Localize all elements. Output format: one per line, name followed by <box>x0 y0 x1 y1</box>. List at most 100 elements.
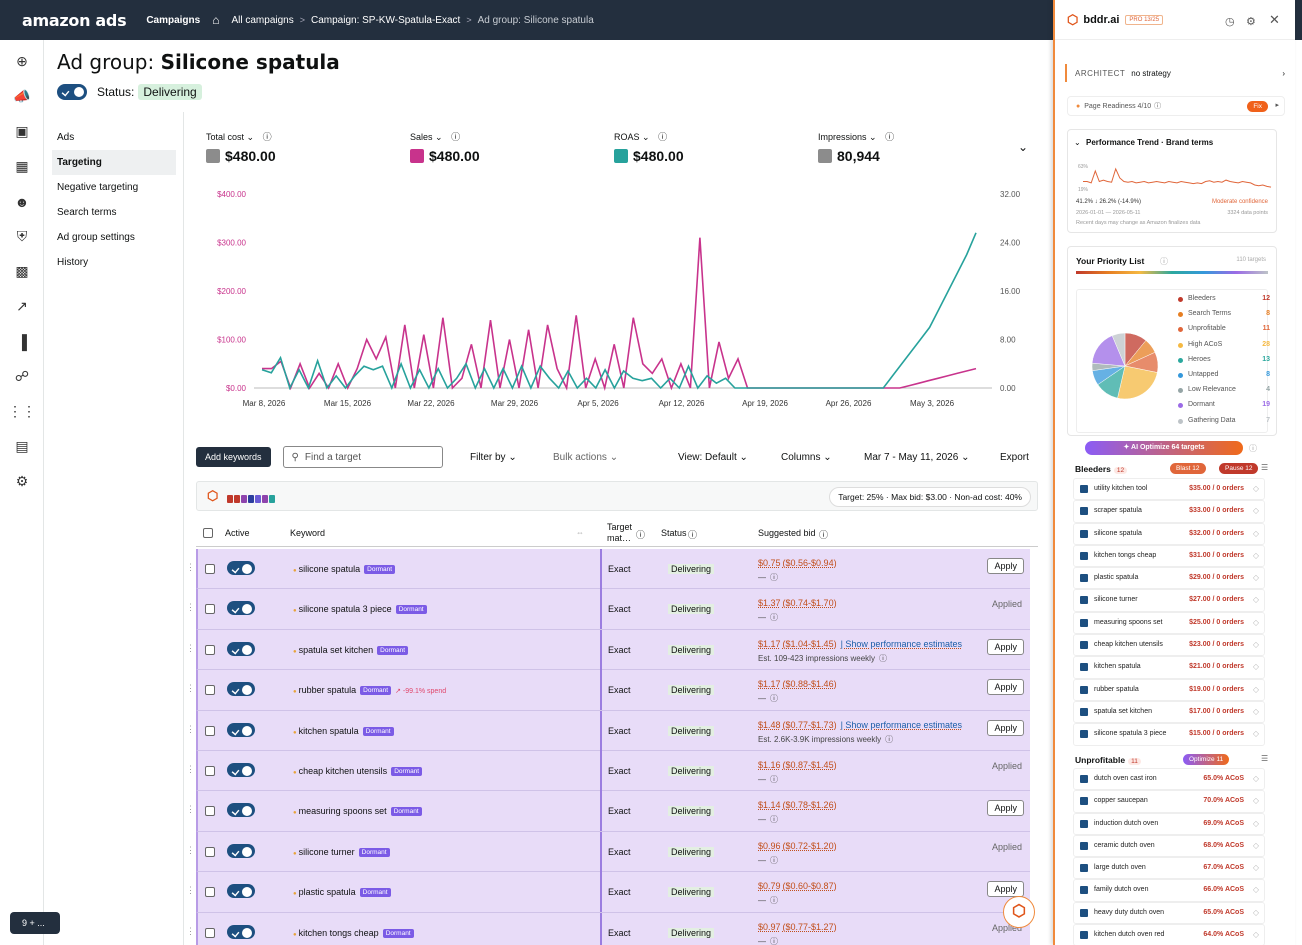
row-checkbox[interactable] <box>205 685 215 696</box>
bottom-chip[interactable]: 9 + ... <box>10 912 60 934</box>
diamond-icon[interactable]: ◇ <box>1252 595 1259 605</box>
item-checkbox[interactable] <box>1080 886 1088 895</box>
legend-item[interactable]: Search Terms 8 <box>1178 310 1270 325</box>
item-checkbox[interactable] <box>1080 841 1088 850</box>
apply-button[interactable]: Apply <box>987 638 1024 655</box>
drag-handle-icon[interactable]: ⋮ <box>186 804 195 815</box>
diamond-icon[interactable]: ◇ <box>1252 617 1259 627</box>
priority-list-item[interactable]: induction dutch oven 69.0% ACoS ◇ <box>1073 812 1265 835</box>
col-keyword[interactable]: Keyword <box>290 528 326 538</box>
diamond-icon[interactable]: ◇ <box>1252 729 1259 739</box>
keyword-cell[interactable]: ● spatula set kitchen Dormant <box>293 645 409 655</box>
legend-item[interactable]: Bleeders 12 <box>1178 295 1270 310</box>
keyword-cell[interactable]: ● measuring spoons set Dormant <box>293 806 422 817</box>
row-active-toggle[interactable] <box>227 884 255 899</box>
priority-list-item[interactable]: kitchen dutch oven red 64.0% ACoS ◇ <box>1073 924 1265 945</box>
show-performance-estimates-link[interactable]: | Show performance estimates <box>840 719 962 730</box>
priority-list-item[interactable]: measuring spoons set $25.00 / 0 orders ◇ <box>1073 611 1265 635</box>
priority-list-item[interactable]: ceramic dutch oven 68.0% ACoS ◇ <box>1073 834 1265 858</box>
drag-handle-icon[interactable]: ⋮ <box>186 602 195 613</box>
diamond-icon[interactable]: ◇ <box>1252 484 1259 493</box>
keyword-cell[interactable]: ● kitchen tongs cheap Dormant <box>293 928 414 938</box>
diamond-icon[interactable]: ◇ <box>1252 774 1259 783</box>
gear-icon[interactable]: ⚙ <box>15 473 29 489</box>
date-range-picker[interactable]: Mar 7 - May 11, 2026 ⌄ <box>864 451 970 463</box>
keyword-cell[interactable]: ● kitchen spatula Dormant <box>293 726 394 736</box>
list-menu-icon[interactable]: ☰ <box>1261 754 1269 763</box>
show-performance-estimates-link[interactable]: | Show performance estimates <box>840 638 962 649</box>
priority-list-item[interactable]: kitchen tongs cheap $31.00 / 0 orders ◇ <box>1073 544 1265 568</box>
priority-list-item[interactable]: family dutch oven 66.0% ACoS ◇ <box>1073 879 1265 902</box>
diamond-icon[interactable]: ◇ <box>1252 528 1259 538</box>
row-checkbox[interactable] <box>205 765 215 776</box>
diamond-icon[interactable]: ◇ <box>1252 818 1259 828</box>
series-swatch[interactable] <box>410 149 424 163</box>
table-row[interactable]: ⋮ ● kitchen spatula Dormant Exact Delivering $… <box>186 710 1030 751</box>
keyword-cell[interactable]: ● plastic spatula Dormant <box>293 887 391 898</box>
row-checkbox[interactable] <box>205 806 215 817</box>
legend-item[interactable]: Gathering Data 7 <box>1178 417 1270 432</box>
drag-handle-icon[interactable]: ⋮ <box>186 562 195 572</box>
row-active-toggle[interactable] <box>227 924 255 939</box>
gear-icon[interactable]: ⚙ <box>1246 16 1256 28</box>
diamond-icon[interactable]: ◇ <box>1252 796 1259 806</box>
drag-handle-icon[interactable]: ⋮ <box>186 683 195 694</box>
filter-by-dropdown[interactable]: Filter by ⌄ <box>470 451 517 463</box>
col-suggested-bid[interactable]: Suggested bid <box>758 528 816 538</box>
row-checkbox[interactable] <box>205 887 215 898</box>
row-checkbox[interactable] <box>205 604 215 615</box>
table-row[interactable]: ⋮ ● rubber spatula Dormant ↗ -99.1% spend Exa… <box>186 670 1030 711</box>
suggested-bid-cell[interactable]: $0.75 ($0.56-$0.94) <box>758 558 837 568</box>
row-checkbox[interactable] <box>205 846 215 857</box>
table-row[interactable]: ⋮ ● silicone turner Dormant Exact Delivering $… <box>186 831 1030 873</box>
subnav-targeting[interactable]: Targeting <box>52 150 176 175</box>
row-active-toggle[interactable] <box>227 641 255 656</box>
suggested-bid-cell[interactable]: $1.17 ($1.04-$1.45) | Show performance est… <box>758 639 962 649</box>
apply-button[interactable]: Apply <box>987 679 1024 696</box>
diamond-icon[interactable]: ◇ <box>1252 706 1259 716</box>
drag-handle-icon[interactable]: ⋮ <box>186 723 195 734</box>
item-checkbox[interactable] <box>1080 775 1088 783</box>
campaigns-nav[interactable]: Campaigns <box>146 14 201 26</box>
suggested-bid-cell[interactable]: $1.16 ($0.87-$1.45) <box>758 760 837 770</box>
col-active[interactable]: Active <box>225 528 250 538</box>
row-active-toggle[interactable] <box>227 722 255 737</box>
bddr-floating-button[interactable]: ⬡ <box>1003 896 1035 928</box>
priority-list-item[interactable]: scraper spatula $33.00 / 0 orders ◇ <box>1073 500 1265 523</box>
legend-item[interactable]: Unprofitable 11 <box>1178 325 1270 340</box>
row-active-toggle[interactable] <box>227 843 255 858</box>
row-checkbox[interactable] <box>205 725 215 736</box>
chevron-down-icon[interactable]: ⌄ <box>1074 138 1081 147</box>
briefcase-icon[interactable]: ▣ <box>15 123 29 139</box>
diamond-icon[interactable]: ◇ <box>1252 573 1259 583</box>
subnav-history[interactable]: History <box>57 257 89 268</box>
keyword-cell[interactable]: ● cheap kitchen utensils Dormant <box>293 766 423 776</box>
item-checkbox[interactable] <box>1080 864 1088 873</box>
pause-button[interactable]: Pause 12 <box>1219 463 1259 474</box>
suggested-bid-cell[interactable]: $1.17 ($0.88-$1.46) <box>758 679 837 689</box>
row-checkbox[interactable] <box>205 644 215 655</box>
chevron-right-icon[interactable]: ▸ <box>1275 102 1279 109</box>
diamond-icon[interactable]: ◇ <box>1252 662 1259 672</box>
subnav-ad-group-settings[interactable]: Ad group settings <box>57 232 135 243</box>
subnav-search-terms[interactable]: Search terms <box>57 207 117 218</box>
columns-dropdown[interactable]: Columns ⌄ <box>781 451 832 463</box>
find-target-input[interactable]: ⚲ Find a target <box>282 446 443 468</box>
collapse-chart-icon[interactable]: ⌄ <box>1018 140 1029 154</box>
item-checkbox[interactable] <box>1080 641 1088 650</box>
metric-roas[interactable]: ROAS ⌄ ⓘ $480.00 <box>614 130 818 164</box>
priority-list-item[interactable]: utility kitchen tool $35.00 / 0 orders ◇ <box>1073 478 1265 501</box>
subnav-ads[interactable]: Ads <box>57 132 75 143</box>
diamond-icon[interactable]: ◇ <box>1252 840 1259 850</box>
home-icon[interactable]: ⌂ <box>212 13 220 27</box>
amazon-ads-logo[interactable]: amazon ads <box>22 10 127 30</box>
suggested-bid-cell[interactable]: $1.48 ($0.77-$1.73) | Show performance est… <box>758 720 962 730</box>
item-checkbox[interactable] <box>1080 797 1088 806</box>
item-checkbox[interactable] <box>1080 908 1088 917</box>
diamond-icon[interactable]: ◇ <box>1252 684 1259 694</box>
priority-list-item[interactable]: spatula set kitchen $17.00 / 0 orders ◇ <box>1073 700 1265 724</box>
megaphone-icon[interactable]: 📣 <box>13 88 31 104</box>
suggested-bid-cell[interactable]: $1.37 ($0.74-$1.70) <box>758 598 837 608</box>
bar-chart-icon[interactable]: ▐ <box>17 333 27 350</box>
apply-button[interactable]: Apply <box>987 881 1024 898</box>
